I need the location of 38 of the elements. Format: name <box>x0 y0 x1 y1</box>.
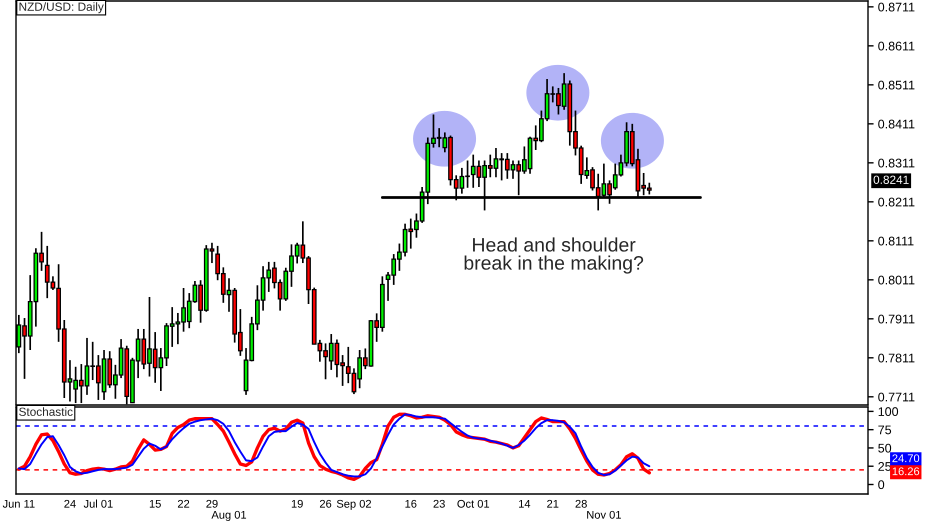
y-tick-label: 0.8711 <box>878 2 914 12</box>
chart-title: Stochastic <box>19 407 73 416</box>
chart-title: NZD/USD: Daily <box>20 2 104 14</box>
x-tick-label: 26 <box>320 500 332 508</box>
x-tick-label: 16 <box>405 500 416 508</box>
y-tick-label: 0.8511 <box>878 80 914 90</box>
y-tick-label: 0.7711 <box>878 392 914 402</box>
x-tick-label: 24 <box>64 500 76 508</box>
y-tick-label: 0.8111 <box>878 236 914 246</box>
x-tick-label: 28 <box>576 500 587 508</box>
x-tick-label: 14 <box>519 500 530 508</box>
y-tick-label: 50 <box>878 444 892 453</box>
x-tick-label: 19 <box>292 500 303 508</box>
y-tick-label: 0.8011 <box>878 276 914 284</box>
y-tick-label: 100 <box>878 407 898 416</box>
text: 16.26 <box>892 467 920 476</box>
x-tick-label: Jul 01 <box>84 500 113 508</box>
x-tick-label: 22 <box>178 500 190 508</box>
y-tick-label: 0.8611 <box>878 42 914 50</box>
y-tick-label: 75 <box>878 426 892 434</box>
y-tick-label: 0.7811 <box>878 354 914 362</box>
y-tick-label: 0.8411 <box>878 120 914 128</box>
y-tick-label: 0.8211 <box>878 198 914 206</box>
x-tick-label: Sep 02 <box>336 500 372 510</box>
x-tick-label: Aug 01 <box>211 510 246 521</box>
x-tick-label: 29 <box>206 500 218 508</box>
x-tick-label: Nov 01 <box>587 510 621 519</box>
y-tick-label: 0.8311 <box>878 158 914 168</box>
x-tick-label: 23 <box>434 500 445 508</box>
x-tick-label: 21 <box>547 500 558 508</box>
y-tick-label: 0 <box>878 480 884 490</box>
x-tick-label: Oct 01 <box>457 500 490 508</box>
x-tick-label: Jun 11 <box>2 500 35 508</box>
x-tick-label: 15 <box>150 500 161 508</box>
text: 0.8241 <box>874 176 909 184</box>
y-tick-label: 0.7911 <box>878 314 914 324</box>
text: 24.70 <box>892 454 920 462</box>
annotation: Head and shoulder break in the making? <box>464 237 644 274</box>
